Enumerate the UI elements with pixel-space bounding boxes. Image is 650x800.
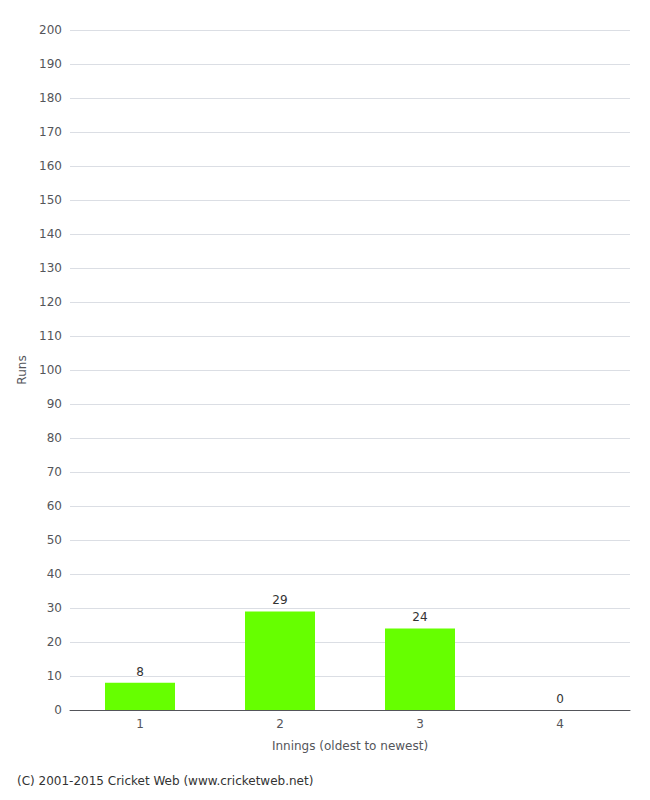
svg-text:40: 40 [47,567,62,581]
svg-text:70: 70 [47,465,62,479]
svg-text:100: 100 [39,363,62,377]
svg-text:150: 150 [39,193,62,207]
svg-text:4: 4 [556,717,564,731]
svg-text:60: 60 [47,499,62,513]
svg-text:30: 30 [47,601,62,615]
svg-text:200: 200 [39,23,62,37]
svg-text:160: 160 [39,159,62,173]
svg-text:3: 3 [416,717,424,731]
svg-text:0: 0 [556,692,564,706]
svg-text:2: 2 [276,717,284,731]
svg-text:110: 110 [39,329,62,343]
svg-text:50: 50 [47,533,62,547]
svg-text:190: 190 [39,57,62,71]
svg-text:20: 20 [47,635,62,649]
svg-text:1: 1 [136,717,144,731]
svg-text:180: 180 [39,91,62,105]
svg-text:Runs: Runs [15,355,29,384]
svg-text:29: 29 [272,593,287,607]
svg-text:130: 130 [39,261,62,275]
svg-text:120: 120 [39,295,62,309]
svg-text:8: 8 [136,665,144,679]
svg-text:10: 10 [47,669,62,683]
svg-text:80: 80 [47,431,62,445]
svg-text:(C) 2001-2015 Cricket Web (www: (C) 2001-2015 Cricket Web (www.cricketwe… [17,774,313,788]
svg-text:90: 90 [47,397,62,411]
svg-text:140: 140 [39,227,62,241]
svg-text:24: 24 [412,610,427,624]
svg-text:0: 0 [54,703,62,717]
svg-text:170: 170 [39,125,62,139]
svg-text:Innings (oldest to newest): Innings (oldest to newest) [272,739,428,753]
